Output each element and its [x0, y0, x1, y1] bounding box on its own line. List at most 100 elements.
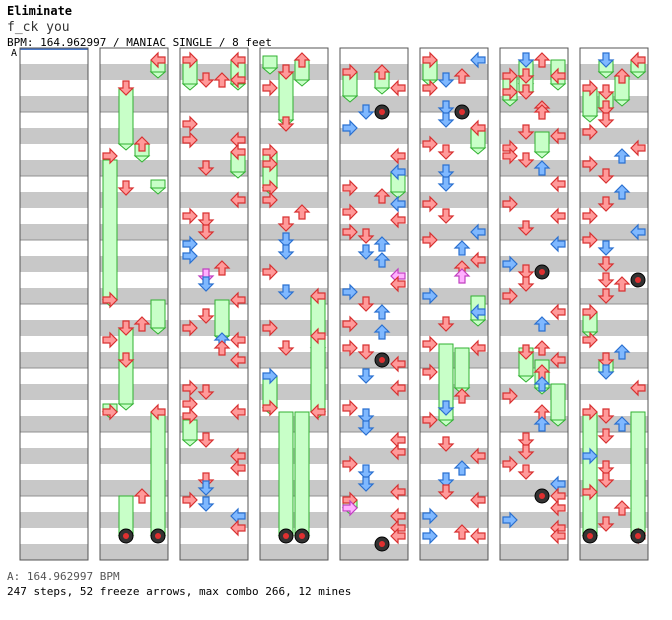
step-arrow: [597, 408, 615, 424]
step-arrow: [213, 340, 231, 356]
step-arrow: [502, 255, 518, 273]
freeze-arrow-tail: [149, 187, 167, 195]
step-arrow: [470, 447, 486, 465]
freeze-arrow-tail: [373, 87, 391, 95]
step-arrow: [597, 428, 615, 444]
beat-stripe: [260, 480, 328, 496]
mine-core: [283, 533, 289, 539]
step-arrow: [422, 79, 438, 97]
beat-stripe: [420, 480, 488, 496]
beat-stripe: [20, 224, 88, 240]
step-arrow: [133, 488, 151, 504]
step-arrow: [390, 275, 406, 293]
beat-stripe: [500, 288, 568, 304]
step-arrow: [150, 403, 166, 421]
beat-stripe: [500, 256, 568, 272]
step-arrow: [277, 64, 295, 80]
beat-stripe: [260, 512, 328, 528]
beat-stripe: [420, 544, 488, 560]
beat-stripe: [420, 160, 488, 176]
freeze-arrow-tail: [389, 191, 407, 199]
freeze-arrow-tail: [469, 319, 487, 327]
chart-column: [419, 47, 489, 561]
step-arrow: [230, 143, 246, 161]
beat-stripe: [20, 288, 88, 304]
step-arrow: [437, 484, 455, 500]
step-arrow: [502, 83, 518, 101]
beat-stripe: [420, 352, 488, 368]
beat-stripe: [100, 352, 168, 368]
beat-stripe: [20, 96, 88, 112]
step-arrow: [357, 408, 375, 424]
step-arrow: [150, 51, 166, 69]
step-arrow: [582, 207, 598, 225]
freeze-arrow: [150, 299, 166, 329]
freeze-arrow: [582, 411, 598, 537]
step-arrow: [613, 344, 631, 360]
step-arrow: [453, 268, 471, 284]
beat-stripe: [500, 160, 568, 176]
chart-column: [259, 47, 329, 561]
beat-stripe: [20, 448, 88, 464]
step-arrow: [373, 188, 391, 204]
chart-column: [99, 47, 169, 561]
step-arrow: [197, 224, 215, 240]
beat-stripe: [260, 96, 328, 112]
step-arrow: [422, 287, 438, 305]
step-arrow: [470, 303, 486, 321]
step-arrow: [277, 216, 295, 232]
freeze-arrow: [278, 411, 294, 537]
step-arrow: [102, 331, 118, 349]
step-arrow: [582, 483, 598, 501]
beat-stripe: [180, 448, 248, 464]
beat-stripe: [340, 544, 408, 560]
beat-stripe: [180, 256, 248, 272]
step-arrow: [550, 527, 566, 545]
freeze-arrow-tail: [469, 147, 487, 155]
column-border: [19, 47, 89, 561]
step-arrow: [517, 432, 535, 448]
step-arrow: [262, 399, 278, 417]
step-arrow: [357, 244, 375, 260]
step-arrow: [390, 195, 406, 213]
step-arrow: [277, 284, 295, 300]
freeze-arrow-tail: [629, 71, 647, 79]
step-arrow: [597, 84, 615, 100]
step-arrow: [182, 407, 198, 425]
step-arrow: [470, 339, 486, 357]
freeze-arrow-tail: [117, 143, 135, 151]
step-arrow: [390, 527, 406, 545]
step-arrow: [262, 367, 278, 385]
step-arrow: [230, 351, 246, 369]
step-arrow: [390, 211, 406, 229]
step-arrow: [550, 127, 566, 145]
step-arrow: [390, 483, 406, 501]
step-arrow: [630, 51, 646, 69]
step-arrow: [597, 256, 615, 272]
mine-core: [155, 533, 161, 539]
beat-stripe: [20, 416, 88, 432]
beat-stripe: [180, 544, 248, 560]
step-arrow: [550, 235, 566, 253]
step-arrow: [357, 464, 375, 480]
step-arrow: [117, 180, 135, 196]
freeze-arrow: [630, 411, 646, 537]
chart-column: [339, 47, 409, 561]
step-arrow: [470, 119, 486, 137]
step-arrow: [373, 304, 391, 320]
beat-stripe: [100, 544, 168, 560]
freeze-arrow-tail: [533, 151, 551, 159]
step-arrow: [533, 416, 551, 432]
step-arrow: [342, 455, 358, 473]
step-arrow: [390, 443, 406, 461]
step-arrow: [517, 444, 535, 460]
freeze-arrow-tail: [581, 115, 599, 123]
chart-column: [179, 47, 249, 561]
step-arrow: [197, 160, 215, 176]
step-arrow: [342, 203, 358, 221]
step-arrow: [262, 319, 278, 337]
freeze-arrow: [150, 179, 166, 189]
freeze-arrow-tail: [501, 99, 519, 107]
freeze-arrow: [534, 131, 550, 153]
step-stats: 247 steps, 52 freeze arrows, max combo 2…: [7, 585, 352, 598]
